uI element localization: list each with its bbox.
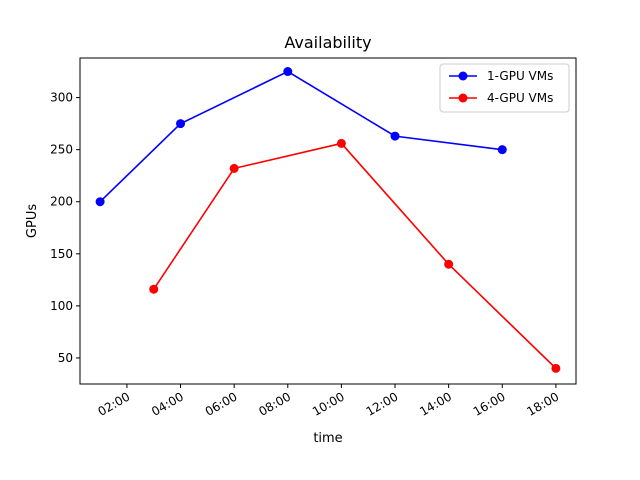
series-1-point [95,197,105,207]
series-2-point [336,138,346,148]
chart-title: Availability [284,33,371,52]
series-2-point [444,259,454,269]
series-1-point [497,145,507,155]
y-tick-label: 200 [50,195,73,209]
legend-marker-1gpu [458,71,468,81]
series-1-point [176,119,186,129]
y-tick-label: 150 [50,247,73,261]
legend: 1-GPU VMs 4-GPU VMs [439,63,570,113]
series-layer [95,67,561,373]
y-tick-label: 300 [50,91,73,105]
series-2-point [229,163,239,173]
legend-entry-4gpu: 4-GPU VMs [449,91,553,105]
series-2-point [551,363,561,373]
x-axis-label: time [313,431,342,446]
y-axis-label: GPUs [25,204,40,238]
legend-marker-4gpu [458,93,468,103]
y-tick-label: 250 [50,143,73,157]
y-tick-label: 100 [50,299,73,313]
legend-label-1gpu: 1-GPU VMs [487,69,553,83]
y-tick-label: 50 [58,351,73,365]
series-2-point [149,284,159,294]
legend-label-4gpu: 4-GPU VMs [487,91,553,105]
series-1-point [390,131,400,141]
legend-entry-1gpu: 1-GPU VMs [449,69,553,83]
y-axis: 50 100 150 200 250 300 [50,91,80,365]
series-1-point [283,67,293,77]
